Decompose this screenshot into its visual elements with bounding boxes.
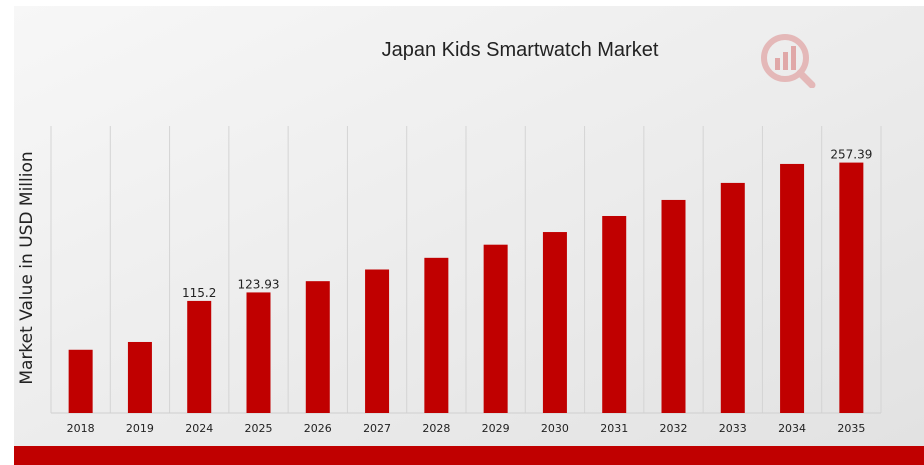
bar-2029 [483,244,508,413]
data-labels: 115.2 123.93 257.39 [182,148,872,300]
x-tick-label: 2029 [482,422,510,435]
x-tick-labels: 2018 2019 2024 2025 2026 2027 2028 2029 2030 2031… [67,422,866,435]
analytics-logo-icon [761,34,816,88]
data-label-2035: 257.39 [830,148,872,162]
bar-2026 [305,281,330,413]
x-tick-label: 2025 [245,422,273,435]
bar-2024 [187,300,212,413]
x-tick-label: 2024 [185,422,213,435]
x-tick-label: 2018 [67,422,95,435]
x-tick-label: 2030 [541,422,569,435]
chart-background [14,6,924,446]
bar-2018 [68,349,93,413]
x-tick-label: 2026 [304,422,332,435]
bar-2019 [127,341,152,413]
bar-2035 [839,162,864,413]
data-label-2025: 123.93 [238,277,280,291]
x-tick-label: 2034 [778,422,806,435]
chart-title: Japan Kids Smartwatch Market [382,39,659,61]
bar-2028 [424,257,449,413]
bar-series [68,162,864,413]
x-tick-label: 2033 [719,422,747,435]
x-tick-label: 2035 [837,422,865,435]
bar-2025 [246,292,271,413]
x-tick-label: 2031 [600,422,628,435]
data-label-2024: 115.2 [182,286,216,300]
footer-accent-bar [14,446,924,465]
x-tick-label: 2019 [126,422,154,435]
x-tick-label: 2032 [660,422,688,435]
bar-2034 [780,163,805,413]
bar-2030 [542,232,567,413]
bar-2033 [720,182,745,413]
bar-2027 [365,269,390,413]
x-tick-label: 2027 [363,422,391,435]
bar-2032 [661,199,686,413]
x-tick-label: 2028 [422,422,450,435]
bar-2031 [602,215,627,413]
y-axis-label: Market Value in USD Million [17,151,37,384]
